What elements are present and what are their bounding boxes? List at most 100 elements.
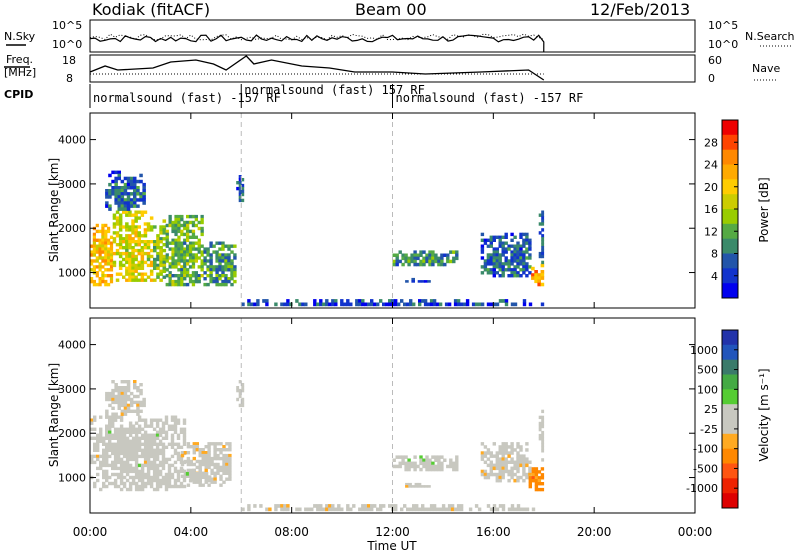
data-cell bbox=[128, 275, 132, 279]
data-cell bbox=[480, 302, 485, 307]
data-cell bbox=[137, 436, 142, 440]
data-cell bbox=[431, 262, 435, 267]
data-cell bbox=[422, 464, 426, 469]
data-cell bbox=[90, 253, 94, 257]
data-cell bbox=[534, 270, 538, 274]
data-cell bbox=[510, 274, 514, 278]
data-cell bbox=[191, 256, 196, 260]
data-cell bbox=[170, 445, 175, 449]
data-cell bbox=[96, 478, 100, 483]
data-cell bbox=[95, 223, 99, 228]
data-cell bbox=[498, 265, 502, 269]
data-cell bbox=[104, 274, 108, 278]
data-cell bbox=[116, 439, 121, 443]
data-cell bbox=[398, 259, 402, 264]
data-cell bbox=[155, 457, 160, 462]
data-cell bbox=[116, 433, 121, 437]
data-cell bbox=[410, 253, 414, 257]
data-cell bbox=[486, 302, 491, 307]
data-cell bbox=[538, 415, 542, 420]
data-cell bbox=[224, 253, 228, 257]
data-cell bbox=[265, 507, 269, 512]
data-cell bbox=[228, 459, 232, 464]
data-cell bbox=[525, 238, 529, 242]
data-cell bbox=[501, 451, 505, 455]
data-cell bbox=[131, 442, 136, 446]
data-cell bbox=[443, 253, 447, 257]
data-cell bbox=[513, 274, 517, 278]
data-cell bbox=[486, 448, 491, 452]
x-axis-label: Time UT bbox=[366, 539, 417, 553]
data-cell bbox=[425, 455, 429, 459]
data-cell bbox=[186, 229, 190, 234]
data-cell bbox=[489, 472, 493, 477]
data-cell bbox=[204, 456, 208, 461]
data-cell bbox=[228, 453, 232, 458]
data-cell bbox=[437, 455, 441, 459]
data-cell bbox=[541, 424, 545, 429]
data-cell bbox=[453, 302, 458, 307]
data-cell bbox=[194, 277, 198, 281]
data-cell bbox=[519, 475, 523, 480]
data-cell bbox=[200, 253, 204, 257]
data-cell bbox=[453, 299, 458, 303]
data-cell bbox=[95, 229, 99, 234]
data-cell bbox=[139, 388, 143, 393]
data-cell bbox=[522, 460, 526, 464]
data-cell bbox=[415, 507, 419, 512]
data-cell bbox=[114, 397, 118, 402]
data-cell bbox=[112, 251, 117, 256]
data-cell bbox=[192, 456, 196, 461]
data-cell bbox=[146, 424, 151, 428]
data-cell bbox=[165, 241, 169, 245]
data-cell bbox=[358, 507, 362, 512]
data-cell bbox=[149, 454, 154, 459]
data-cell bbox=[120, 201, 125, 205]
data-cell bbox=[534, 470, 539, 474]
data-cell bbox=[146, 454, 151, 459]
data-cell bbox=[134, 430, 139, 434]
data-cell bbox=[186, 282, 190, 287]
data-cell bbox=[431, 256, 435, 261]
data-cell bbox=[104, 250, 108, 254]
data-cell bbox=[134, 454, 139, 459]
data-cell bbox=[209, 274, 213, 278]
data-cell bbox=[118, 225, 123, 229]
data-cell bbox=[128, 254, 132, 259]
data-cell bbox=[107, 259, 111, 263]
data-cell bbox=[486, 457, 491, 461]
data-cell bbox=[483, 259, 488, 263]
data-cell bbox=[410, 461, 414, 466]
data-cell bbox=[195, 459, 199, 464]
data-cell bbox=[143, 433, 148, 437]
data-cell bbox=[440, 253, 444, 257]
data-cell bbox=[125, 266, 129, 270]
data-cell bbox=[498, 299, 503, 303]
data-cell bbox=[117, 400, 121, 405]
data-cell bbox=[233, 271, 237, 275]
data-cell bbox=[200, 217, 204, 222]
data-cell bbox=[176, 472, 181, 477]
data-cell bbox=[114, 179, 118, 184]
data-cell bbox=[164, 436, 169, 440]
data-cell bbox=[522, 268, 526, 272]
data-cell bbox=[192, 462, 196, 467]
data-cell bbox=[432, 504, 437, 508]
data-cell bbox=[113, 451, 118, 456]
data-cell bbox=[119, 472, 124, 477]
data-cell bbox=[236, 397, 240, 402]
data-cell bbox=[201, 456, 205, 461]
data-cell bbox=[203, 277, 207, 281]
data-cell bbox=[407, 256, 411, 261]
data-cell bbox=[198, 478, 202, 483]
data-cell bbox=[104, 247, 108, 251]
data-cell bbox=[115, 251, 120, 256]
data-cell bbox=[422, 461, 426, 466]
data-cell bbox=[501, 241, 505, 245]
data-cell bbox=[182, 469, 187, 474]
data-cell bbox=[131, 275, 135, 279]
data-cell bbox=[316, 504, 320, 508]
data-cell bbox=[405, 482, 409, 486]
data-cell bbox=[268, 507, 272, 512]
y-tick-label: 2000 bbox=[58, 427, 86, 440]
